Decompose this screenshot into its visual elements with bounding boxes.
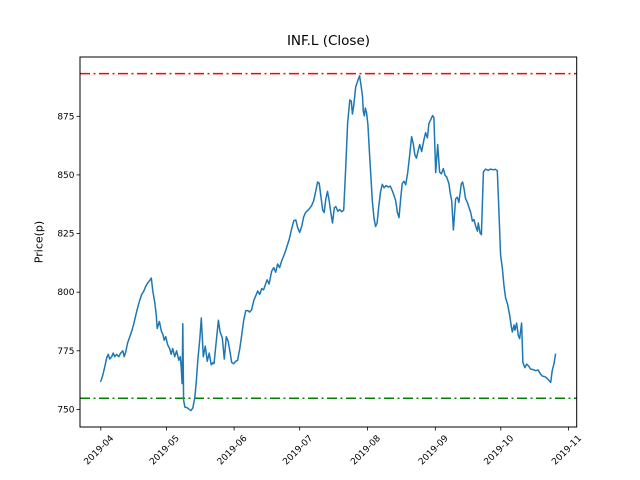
- y-tick-label: 850: [57, 171, 74, 181]
- x-tick-label: 2019-08: [349, 434, 383, 468]
- x-tick-label: 2019-11: [550, 434, 584, 468]
- y-tick-label: 750: [57, 405, 74, 415]
- chart-title: INF.L (Close): [286, 33, 371, 49]
- y-axis-label: Price(p): [32, 220, 46, 264]
- y-tick-label: 875: [57, 112, 74, 122]
- plot-border: [79, 56, 578, 428]
- y-tick-label: 775: [57, 347, 74, 357]
- x-tick-label: 2019-07: [281, 434, 315, 468]
- x-tick-label: 2019-06: [216, 434, 250, 468]
- y-tick-label: 800: [57, 288, 74, 298]
- x-tick-label: 2019-04: [83, 434, 117, 468]
- y-tick-label: 825: [57, 230, 74, 240]
- x-tick-label: 2019-09: [417, 434, 451, 468]
- x-tick-label: 2019-10: [483, 434, 517, 468]
- x-tick-label: 2019-05: [148, 434, 182, 468]
- close-price-line: [100, 75, 557, 412]
